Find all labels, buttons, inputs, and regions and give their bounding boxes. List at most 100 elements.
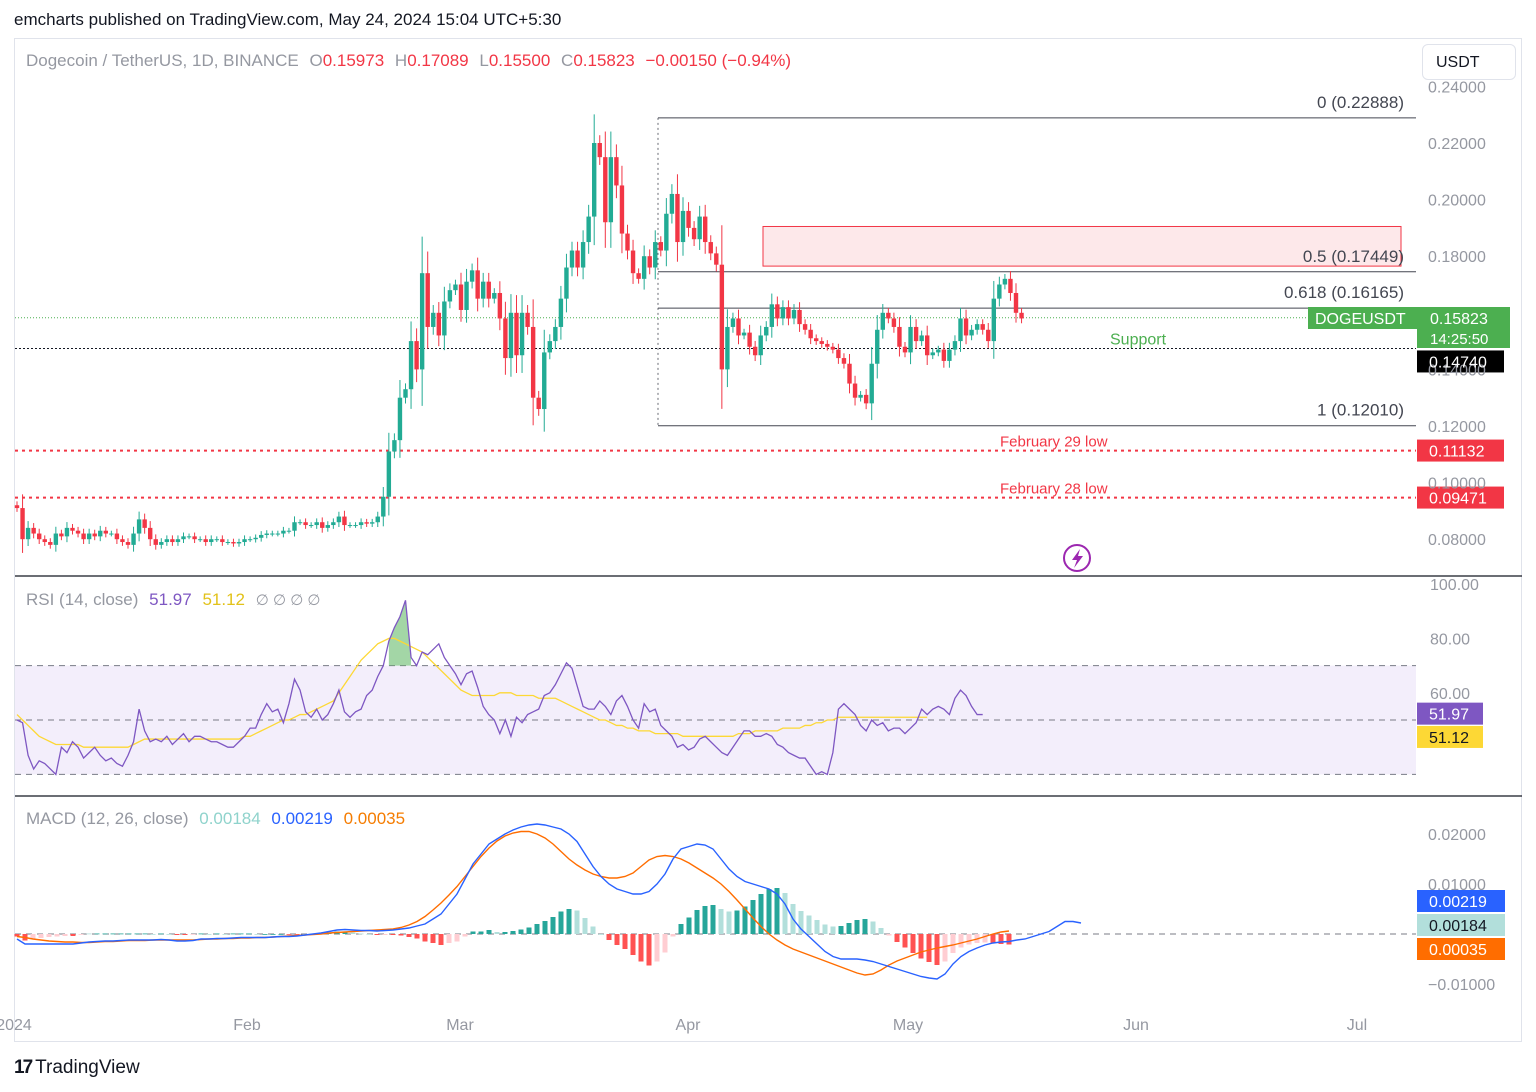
candle	[991, 298, 996, 342]
candle	[536, 397, 541, 410]
low-price-tag: 0.09471	[1429, 491, 1487, 508]
macd-histogram-bar	[566, 909, 572, 934]
candle	[98, 530, 103, 537]
candle	[1019, 312, 1024, 319]
candle	[614, 157, 619, 186]
candle	[797, 309, 802, 325]
candle	[231, 542, 236, 544]
rsi-legend-extras: ∅ ∅ ∅ ∅	[255, 592, 321, 609]
low-value: 0.15500	[488, 51, 551, 70]
candle	[902, 346, 908, 353]
candle	[264, 533, 269, 535]
macd-histogram-bar	[606, 934, 612, 940]
macd-histogram-bar	[102, 933, 108, 935]
macd-histogram-bar	[694, 910, 700, 934]
macd-histogram-bar	[438, 934, 444, 945]
macd-histogram-bar	[1006, 934, 1012, 945]
macd-histogram-bar	[134, 933, 140, 935]
macd-histogram-bar	[86, 933, 92, 935]
macd-histogram-bar	[766, 889, 772, 934]
candle	[891, 318, 897, 327]
candle	[120, 539, 125, 543]
rsi-ma-value-tag-bg	[1417, 725, 1483, 748]
macd-histogram-bar	[118, 933, 124, 935]
support-label: Support	[1110, 331, 1167, 348]
candle	[925, 335, 930, 356]
candle	[686, 210, 691, 228]
close-value: 0.15823	[573, 51, 635, 70]
candle	[969, 329, 974, 336]
candle	[664, 213, 669, 251]
candle	[819, 341, 824, 344]
candle	[714, 253, 719, 265]
macd-histogram-bar	[270, 934, 276, 935]
macd-histogram-bar	[454, 934, 460, 942]
fib-label: 0 (0.22888)	[1317, 93, 1404, 112]
macd-histogram-bar	[14, 934, 20, 937]
candle	[381, 496, 386, 517]
candle	[691, 227, 697, 240]
rsi-legend: RSI (14, close) 51.97 51.12 ∅ ∅ ∅ ∅	[26, 590, 327, 610]
macd-histogram-bar	[518, 929, 524, 934]
candle	[114, 533, 120, 540]
candle	[736, 318, 741, 336]
candle	[558, 298, 564, 327]
low-price-tag-bg	[1417, 486, 1504, 509]
macd-histogram-bar	[222, 934, 228, 935]
macd-histogram-bar	[214, 933, 220, 935]
macd-histogram-bar	[590, 926, 596, 934]
candle	[880, 312, 885, 330]
rsi-legend-value: 51.97	[149, 590, 192, 609]
candle	[547, 341, 552, 353]
candle	[164, 539, 170, 543]
candle	[747, 332, 752, 347]
lightning-icon-bolt	[1072, 549, 1083, 568]
candle	[320, 522, 325, 528]
macd-histogram-bar	[206, 934, 212, 935]
macd-histogram-bar	[294, 934, 300, 935]
macd-histogram-bar	[494, 932, 500, 934]
macd-histogram-bar	[358, 933, 364, 935]
macd-histogram-bar	[686, 917, 692, 934]
macd-histogram-bar	[110, 933, 116, 935]
candle	[780, 307, 786, 319]
candle	[791, 309, 797, 319]
macd-histogram-bar	[70, 934, 76, 936]
candle	[436, 312, 441, 336]
candle	[869, 363, 874, 404]
candle	[103, 530, 108, 534]
rsi-axis-tick: 80.00	[1430, 631, 1470, 648]
candle	[542, 352, 547, 410]
rsi-axis-tick: 60.00	[1430, 686, 1470, 703]
candle	[181, 536, 186, 540]
candle	[214, 539, 219, 541]
candle	[764, 326, 769, 336]
macd-histogram-bar	[774, 888, 780, 934]
candle	[81, 533, 86, 540]
macd-histogram-bar	[878, 928, 884, 934]
tradingview-logo[interactable]: 17 TradingView	[14, 1057, 140, 1079]
candle	[886, 312, 891, 319]
candle	[425, 273, 430, 327]
rsi-value-tag: 51.97	[1429, 707, 1469, 724]
symbol-tag: DOGEUSDT	[1315, 311, 1406, 328]
currency-button[interactable]: USDT	[1422, 44, 1516, 80]
candle	[503, 318, 508, 359]
candle	[175, 539, 181, 543]
candle	[897, 326, 902, 347]
rsi-ma-value-tag: 51.12	[1429, 730, 1469, 747]
candle	[247, 539, 253, 541]
macd-histogram-bar	[278, 934, 284, 935]
macd-histogram-bar	[758, 894, 764, 934]
symbol-name: Dogecoin / TetherUS, 1D, BINANCE	[26, 51, 299, 70]
candle	[1002, 278, 1008, 285]
candle	[913, 326, 919, 342]
chart-frame	[14, 38, 1522, 1042]
low-price-tag: 0.11132	[1429, 444, 1485, 461]
macd-histogram-bar	[726, 911, 732, 934]
candle	[769, 304, 774, 327]
macd-legend: MACD (12, 26, close) 0.00184 0.00219 0.0…	[26, 809, 411, 829]
candle	[963, 318, 969, 336]
macd-histogram-bar	[30, 934, 36, 939]
